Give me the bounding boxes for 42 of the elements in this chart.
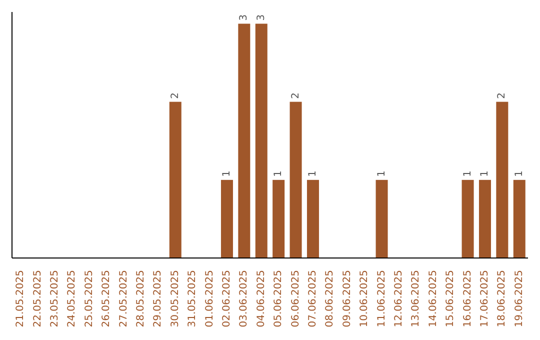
x-tick-label: 19.06.2025 bbox=[514, 270, 525, 328]
x-tick-label: 06.06.2025 bbox=[290, 270, 302, 328]
data-label: 1 bbox=[307, 170, 318, 177]
x-tick-label: 12.06.2025 bbox=[394, 270, 404, 328]
x-tick-label: 22.05.2025 bbox=[32, 270, 44, 328]
x-tick-label: 27.05.2025 bbox=[118, 270, 130, 328]
x-tick-label: 26.05.2025 bbox=[101, 270, 112, 328]
data-label: 1 bbox=[273, 170, 284, 177]
data-label: 1 bbox=[479, 170, 490, 177]
data-label: 1 bbox=[462, 170, 474, 177]
x-tick-label: 29.05.2025 bbox=[152, 270, 164, 328]
data-label: 3 bbox=[256, 14, 267, 21]
data-label: 2 bbox=[170, 92, 181, 99]
x-tick-label: 07.06.2025 bbox=[308, 270, 318, 328]
x-tick-label: 17.06.2025 bbox=[480, 270, 490, 328]
data-label: 3 bbox=[238, 14, 250, 21]
x-tick-label: 08.06.2025 bbox=[324, 270, 336, 328]
x-tick-label: 28.05.2025 bbox=[136, 270, 146, 328]
x-tick-label: 14.06.2025 bbox=[428, 270, 439, 328]
data-label: 1 bbox=[376, 170, 388, 177]
x-tick-label: 09.06.2025 bbox=[342, 270, 353, 328]
x-tick-label: 21.05.2025 bbox=[15, 270, 26, 328]
x-tick-label: 10.06.2025 bbox=[359, 270, 370, 328]
data-label: 2 bbox=[290, 92, 302, 99]
x-tick-label: 03.06.2025 bbox=[238, 270, 250, 328]
x-tick-label: 18.06.2025 bbox=[496, 270, 508, 328]
x-tick-label: 16.06.2025 bbox=[462, 270, 474, 328]
x-tick-label: 31.05.2025 bbox=[187, 270, 198, 328]
x-tick-label: 25.05.2025 bbox=[84, 270, 95, 328]
x-tick-label: 24.05.2025 bbox=[66, 270, 78, 328]
x-tick-label: 01.06.2025 bbox=[204, 270, 216, 328]
x-tick-label: 05.06.2025 bbox=[273, 270, 284, 328]
x-tick-label: 13.06.2025 bbox=[410, 270, 422, 328]
x-tick-label: 02.06.2025 bbox=[222, 270, 232, 328]
data-label: 2 bbox=[496, 92, 508, 99]
x-tick-label: 04.06.2025 bbox=[256, 270, 267, 328]
data-label: 1 bbox=[221, 170, 232, 177]
x-tick-label: 11.06.2025 bbox=[376, 270, 388, 328]
x-tick-label: 30.05.2025 bbox=[170, 270, 181, 328]
x-tick-label: 15.06.2025 bbox=[445, 270, 456, 328]
data-label: 1 bbox=[514, 170, 525, 177]
x-tick-label: 23.05.2025 bbox=[50, 270, 60, 328]
